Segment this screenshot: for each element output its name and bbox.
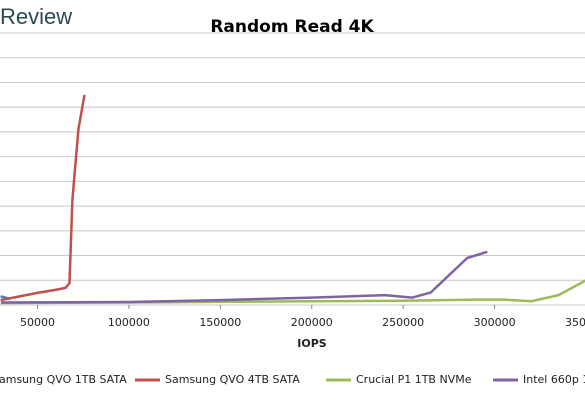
x-tick-label: 50000 xyxy=(20,316,55,329)
x-tick-label: 150000 xyxy=(199,316,241,329)
chart-title: Random Read 4K xyxy=(210,17,374,37)
x-axis-label: IOPS xyxy=(297,337,327,350)
legend-label: Samsung QVO 4TB SATA xyxy=(165,373,300,386)
x-tick-label: 200000 xyxy=(291,316,333,329)
x-tick-label: 350000 xyxy=(565,316,585,329)
series-line xyxy=(0,279,585,305)
legend-label: Crucial P1 1TB NVMe xyxy=(356,373,472,386)
series-line xyxy=(0,250,488,304)
x-tick-label: 100000 xyxy=(108,316,150,329)
legend-label: Intel 660p 1TB NVMe xyxy=(523,373,585,386)
x-tick-label: 300000 xyxy=(474,316,516,329)
brand-logo: Review xyxy=(0,4,72,29)
x-tick-label: 250000 xyxy=(382,316,424,329)
legend-label: Samsung QVO 1TB SATA xyxy=(0,373,127,386)
series-line xyxy=(0,94,86,302)
